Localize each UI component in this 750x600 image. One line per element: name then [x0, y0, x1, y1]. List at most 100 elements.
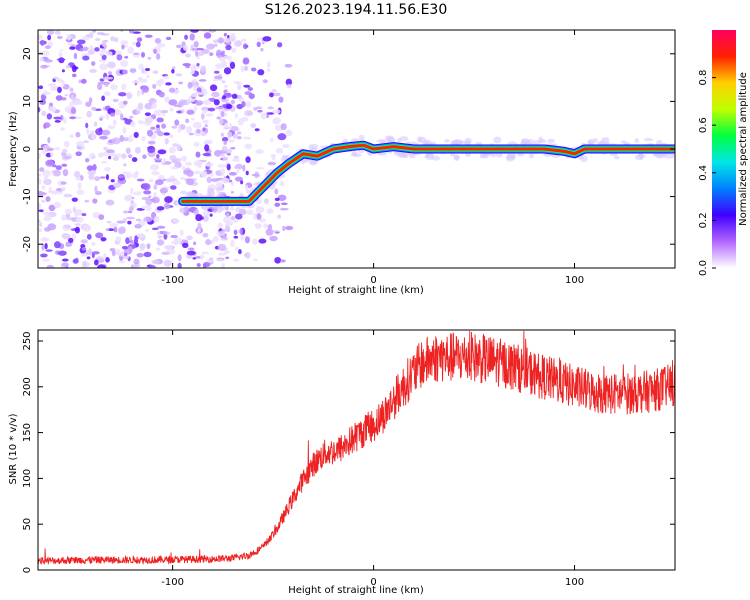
spectrogram-speckle	[489, 152, 497, 158]
spectrogram-speckle	[153, 184, 158, 190]
spectrogram-speckle	[234, 40, 242, 47]
spectrogram-speckle	[226, 148, 232, 154]
spectrogram-speckle	[45, 196, 51, 202]
spectrogram-speckle	[41, 110, 47, 117]
spectrogram-speckle	[121, 153, 127, 160]
spectrogram-speckle	[186, 235, 193, 241]
spectrogram-speckle	[256, 205, 261, 212]
spectrogram-ridge	[178, 140, 675, 206]
spectrogram-speckle	[63, 193, 73, 198]
spectrogram-speckle	[228, 171, 237, 176]
spectrogram-speckle	[222, 37, 232, 43]
spectrogram-speckle	[185, 161, 193, 166]
spectrogram-speckle	[133, 191, 142, 196]
spectrogram-speckle	[44, 59, 53, 63]
spectrogram-speckle	[158, 78, 165, 84]
spectrogram-speckle	[226, 152, 231, 156]
spectrogram-speckle	[233, 258, 239, 262]
spectrogram-speckle	[94, 176, 101, 182]
spectrogram-speckle	[234, 246, 239, 251]
spectrogram-speckle	[71, 197, 78, 202]
y-tick-label: 50	[22, 518, 33, 531]
spectrogram-speckle	[72, 258, 79, 264]
spectrogram-speckle	[148, 264, 156, 268]
spectrogram-speckle	[61, 163, 68, 167]
spectrogram-speckle	[202, 119, 209, 124]
spectrogram-speckle	[353, 153, 362, 158]
spectrogram-speckle	[155, 124, 160, 128]
spectrogram-speckle	[43, 176, 49, 181]
spectrogram-speckle	[38, 191, 47, 196]
spectrogram-speckle	[208, 30, 217, 33]
spectrogram-speckle	[105, 149, 115, 154]
spectrogram-speckle	[185, 53, 191, 58]
spectrogram-speckle	[209, 239, 215, 244]
spectrogram-speckle	[250, 123, 257, 128]
spectrogram-speckle	[193, 41, 199, 48]
spectrogram-speckle	[74, 210, 78, 218]
spectrogram-speckle	[83, 46, 89, 52]
spectrogram-speckle	[124, 56, 129, 59]
spectrogram-speckle	[55, 165, 62, 171]
spectrogram-speckle	[61, 69, 65, 73]
spectrogram-speckle	[159, 187, 169, 194]
spectrogram-speckle	[213, 75, 223, 80]
spectrogram-speckle	[176, 144, 182, 152]
spectrogram-speckle	[81, 247, 87, 251]
spectrogram-speckle	[224, 250, 231, 254]
spectrogram-speckle	[634, 138, 640, 143]
spectrogram-speckle	[224, 225, 231, 233]
snr-panel: -100 0 100 0 50 100 150 200 250 Height of strai…	[8, 329, 676, 596]
spectrogram-speckle	[178, 99, 187, 106]
spectrogram-speckle	[79, 47, 84, 52]
spectrogram-speckle	[57, 86, 62, 93]
spectrogram-speckle	[132, 109, 140, 115]
spectrogram-speckle	[40, 39, 45, 46]
spectrogram-speckle	[131, 157, 138, 163]
spectrogram-speckle	[64, 208, 73, 215]
spectrogram-speckle	[87, 50, 95, 55]
spectrogram-speckle	[286, 83, 292, 89]
spectrogram-speckle	[225, 212, 230, 218]
spectrogram-speckle	[274, 256, 282, 264]
spectrogram-speckle	[196, 62, 200, 67]
spectrogram-speckle	[245, 184, 249, 191]
spectrogram-speckle	[172, 143, 179, 147]
spectrogram-speckle	[38, 34, 43, 40]
spectrogram-speckle	[264, 198, 269, 205]
spectrogram-speckle	[223, 126, 231, 130]
spectrogram-speckle	[146, 74, 150, 79]
spectrogram-speckle	[231, 158, 241, 162]
spectrogram-speckle	[44, 242, 48, 250]
spectrogram-speckle	[128, 235, 133, 242]
spectrogram-speckle	[281, 144, 290, 149]
spectrogram-speckle	[163, 244, 173, 250]
spectrogram-speckle	[244, 101, 252, 108]
colorbar-tick-label: 0.8	[698, 70, 709, 86]
spectrogram-speckle	[101, 95, 106, 101]
spectrogram-speckle	[215, 63, 224, 69]
spectrogram-speckle	[270, 153, 277, 158]
spectrogram-speckle	[156, 239, 165, 246]
spectrogram-speckle	[137, 120, 145, 125]
spectrogram-speckle	[113, 37, 119, 43]
spectrogram-speckle	[236, 83, 242, 90]
spectrogram-speckle	[84, 199, 90, 203]
colorbar-ticks: 0.0 0.2 0.4 0.6 0.8	[698, 70, 716, 276]
spectrogram-speckle	[234, 176, 244, 182]
spectrogram-speckle	[547, 138, 555, 143]
spectrogram-speckle	[74, 170, 81, 178]
spectrogram-speckle	[222, 95, 226, 100]
spectrogram-speckle	[191, 47, 197, 51]
spectrogram-speckle	[260, 112, 267, 120]
spectrogram-speckle	[45, 159, 54, 167]
spectrogram-speckle	[454, 155, 460, 160]
spectrogram-speckle	[269, 137, 274, 142]
spectrogram-speckle	[194, 170, 201, 175]
spectrogram-speckle	[165, 82, 172, 86]
spectrogram-noise	[38, 30, 675, 268]
spectrogram-speckle	[38, 173, 42, 177]
spectrogram-speckle	[107, 125, 115, 130]
spectrogram-speckle	[406, 141, 411, 145]
spectrogram-speckle	[53, 201, 62, 209]
